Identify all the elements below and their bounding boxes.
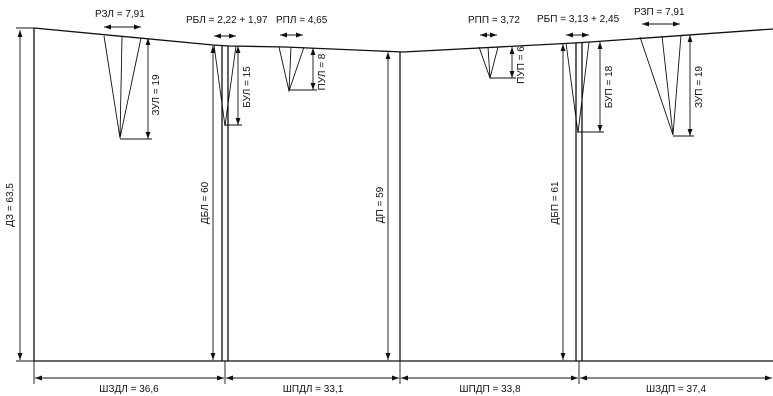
darts (103, 34, 682, 139)
dbl-label: ДБЛ = 60 (200, 181, 211, 224)
pattern-outline (33, 27, 773, 362)
shzdl-label: ШЗДЛ = 36,6 (99, 384, 159, 395)
pul-label: ПУЛ = 8 (317, 53, 328, 90)
bup-label: БУП = 18 (604, 65, 615, 108)
waist-line (33, 27, 773, 53)
zup-label: ЗУП = 19 (694, 66, 705, 108)
dimension-lines (16, 21, 772, 384)
left-side-dart (213, 44, 237, 127)
right-back-dart (639, 34, 682, 136)
left-front-dart (278, 46, 305, 93)
shpdp-label: ШПДП = 33,8 (459, 384, 521, 395)
pup-label: ПУП = 6 (516, 46, 527, 84)
rbl-label: РБЛ = 2,22 + 1,97 (186, 15, 268, 26)
right-side-dart (565, 41, 590, 134)
labels: РЗЛ = 7,91 РБЛ = 2,22 + 1,97 РПЛ = 4,65 … (5, 7, 706, 395)
dp-label: ДП = 59 (375, 186, 386, 223)
bul-label: БУЛ = 15 (242, 66, 253, 108)
dz-label: ДЗ = 63,5 (5, 183, 16, 227)
rpl-label: РПЛ = 4,65 (276, 15, 328, 26)
rbp-label: РБП = 3,13 + 2,45 (537, 14, 620, 25)
rzl-label: РЗЛ = 7,91 (95, 9, 145, 20)
dbp-label: ДБП = 61 (550, 181, 561, 224)
rzp-label: РЗП = 7,91 (634, 7, 685, 18)
rpp-label: РПП = 3,72 (468, 15, 520, 26)
shpdl-label: ШПДЛ = 33,1 (283, 384, 344, 395)
zul-label: ЗУЛ = 19 (151, 74, 162, 115)
shzdp-label: ШЗДП = 37,4 (646, 384, 706, 395)
left-back-dart (103, 35, 142, 139)
